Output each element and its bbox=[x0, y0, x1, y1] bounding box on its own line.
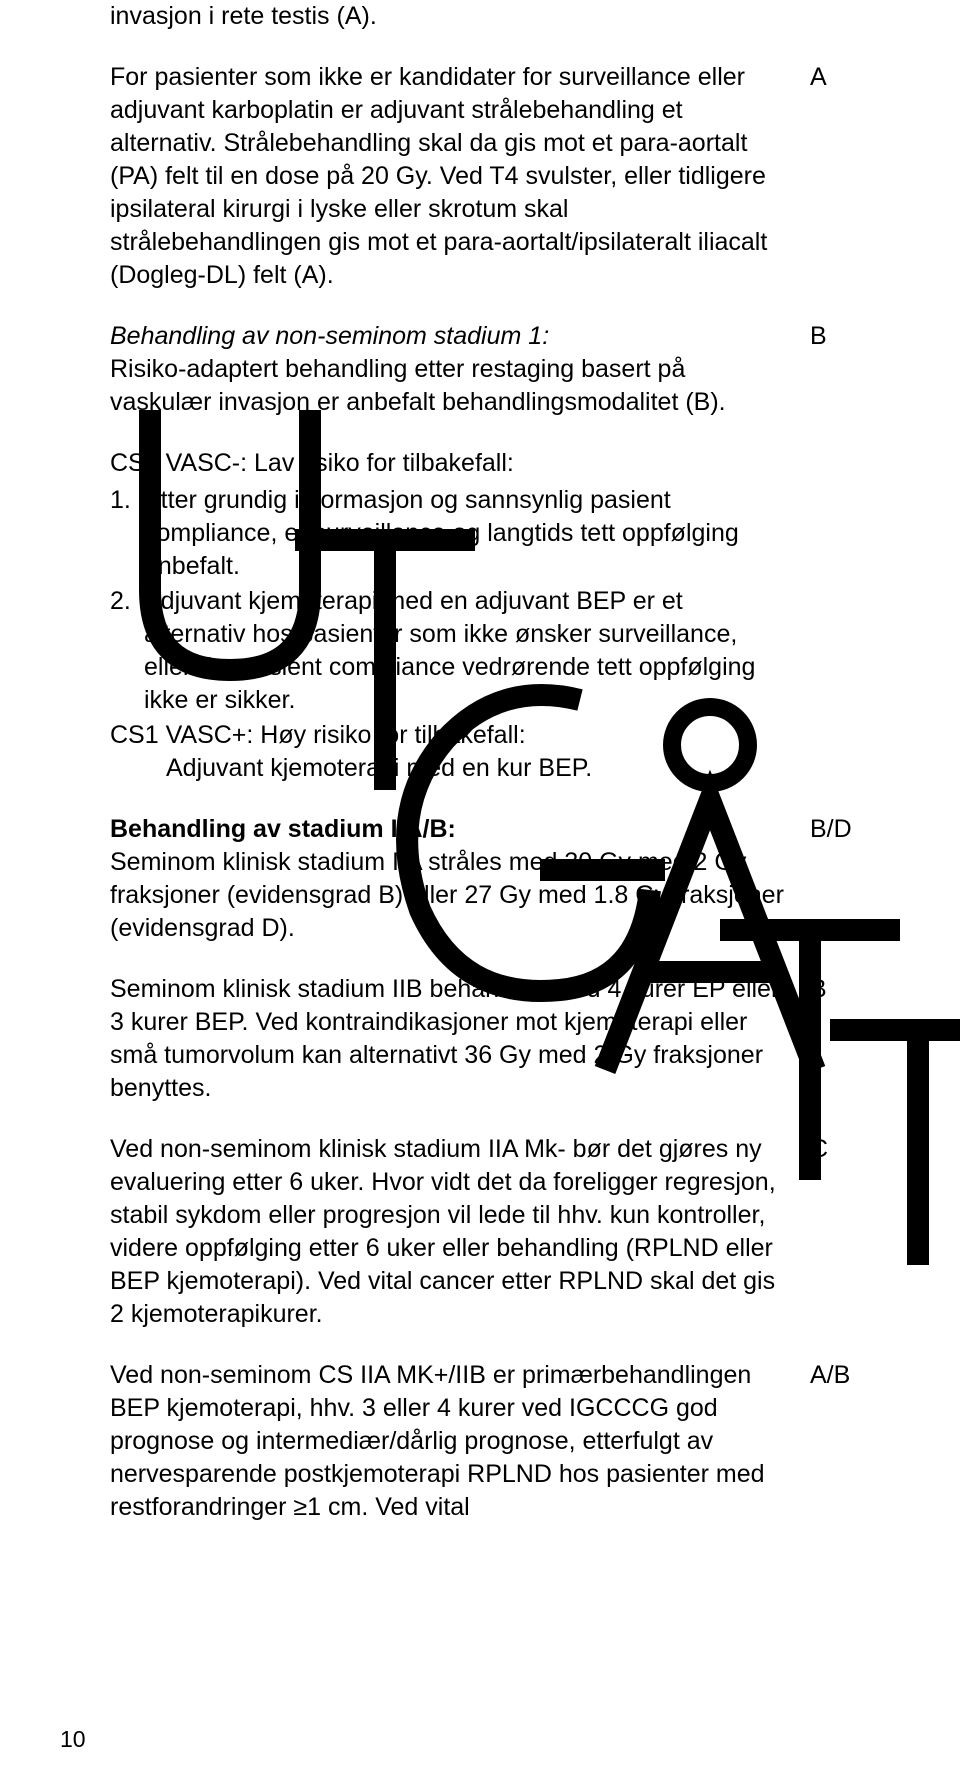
paragraph-text: Seminom klinisk stadium IIB behandles me… bbox=[110, 973, 810, 1105]
list-item: 2. Adjuvant kjemoterapi med en adjuvant … bbox=[110, 585, 786, 717]
evidence-grade: C bbox=[810, 1133, 900, 1166]
evidence-grade: B bbox=[810, 320, 900, 353]
evidence-grade: A bbox=[810, 61, 900, 94]
paragraph-block: Behandling av non-seminom stadium 1: Ris… bbox=[110, 320, 900, 419]
page-number: 10 bbox=[60, 1724, 86, 1754]
list-number: 1. bbox=[110, 484, 144, 583]
paragraph-block: Seminom klinisk stadium IIB behandles me… bbox=[110, 973, 900, 1105]
numbered-list: 1. Etter grundig informasjon og sannsynl… bbox=[110, 484, 786, 717]
paragraph-block: Behandling av stadium IIA/B: Seminom kli… bbox=[110, 813, 900, 945]
evidence-grade: B/D bbox=[810, 813, 900, 846]
sub-heading: CS1 VASC+: Høy risiko for tilbakefall: bbox=[110, 719, 786, 752]
paragraph-text: Ved non-seminom klinisk stadium IIA Mk- … bbox=[110, 1133, 810, 1331]
evidence-grade: B bbox=[810, 973, 900, 1006]
paragraph-body: Behandling av non-seminom stadium 1: Ris… bbox=[110, 320, 810, 419]
list-item-text: Adjuvant kjemoterapi med en adjuvant BEP… bbox=[144, 585, 786, 717]
paragraph-text: invasjon i rete testis (A). bbox=[110, 0, 810, 33]
paragraph-text: Seminom klinisk stadium IIA stråles med … bbox=[110, 848, 784, 942]
paragraph-text: Ved non-seminom CS IIA MK+/IIB er primær… bbox=[110, 1359, 810, 1524]
evidence-grade: A/B bbox=[810, 1359, 900, 1392]
list-heading: CS1 VASC-: Lav risiko for tilbakefall: bbox=[110, 447, 786, 480]
sub-text: Adjuvant kjemoterapi med en kur BEP. bbox=[110, 752, 786, 785]
paragraph-body: Behandling av stadium IIA/B: Seminom kli… bbox=[110, 813, 810, 945]
section-heading: Behandling av stadium IIA/B: bbox=[110, 815, 456, 843]
list-item-text: Etter grundig informasjon og sannsynlig … bbox=[144, 484, 786, 583]
paragraph-block: For pasienter som ikke er kandidater for… bbox=[110, 61, 900, 292]
paragraph-text: For pasienter som ikke er kandidater for… bbox=[110, 61, 810, 292]
paragraph-text: Risiko-adaptert behandling etter restagi… bbox=[110, 355, 726, 416]
paragraph-block: Ved non-seminom CS IIA MK+/IIB er primær… bbox=[110, 1359, 900, 1524]
document-page: invasjon i rete testis (A). For pasiente… bbox=[0, 0, 960, 1782]
paragraph-block: Ved non-seminom klinisk stadium IIA Mk- … bbox=[110, 1133, 900, 1331]
paragraph-block: CS1 VASC-: Lav risiko for tilbakefall: 1… bbox=[110, 447, 900, 785]
paragraph-body: CS1 VASC-: Lav risiko for tilbakefall: 1… bbox=[110, 447, 810, 785]
list-item: 1. Etter grundig informasjon og sannsynl… bbox=[110, 484, 786, 583]
paragraph-intro: invasjon i rete testis (A). bbox=[110, 0, 900, 33]
paragraph-title: Behandling av non-seminom stadium 1: bbox=[110, 322, 549, 350]
list-number: 2. bbox=[110, 585, 144, 717]
